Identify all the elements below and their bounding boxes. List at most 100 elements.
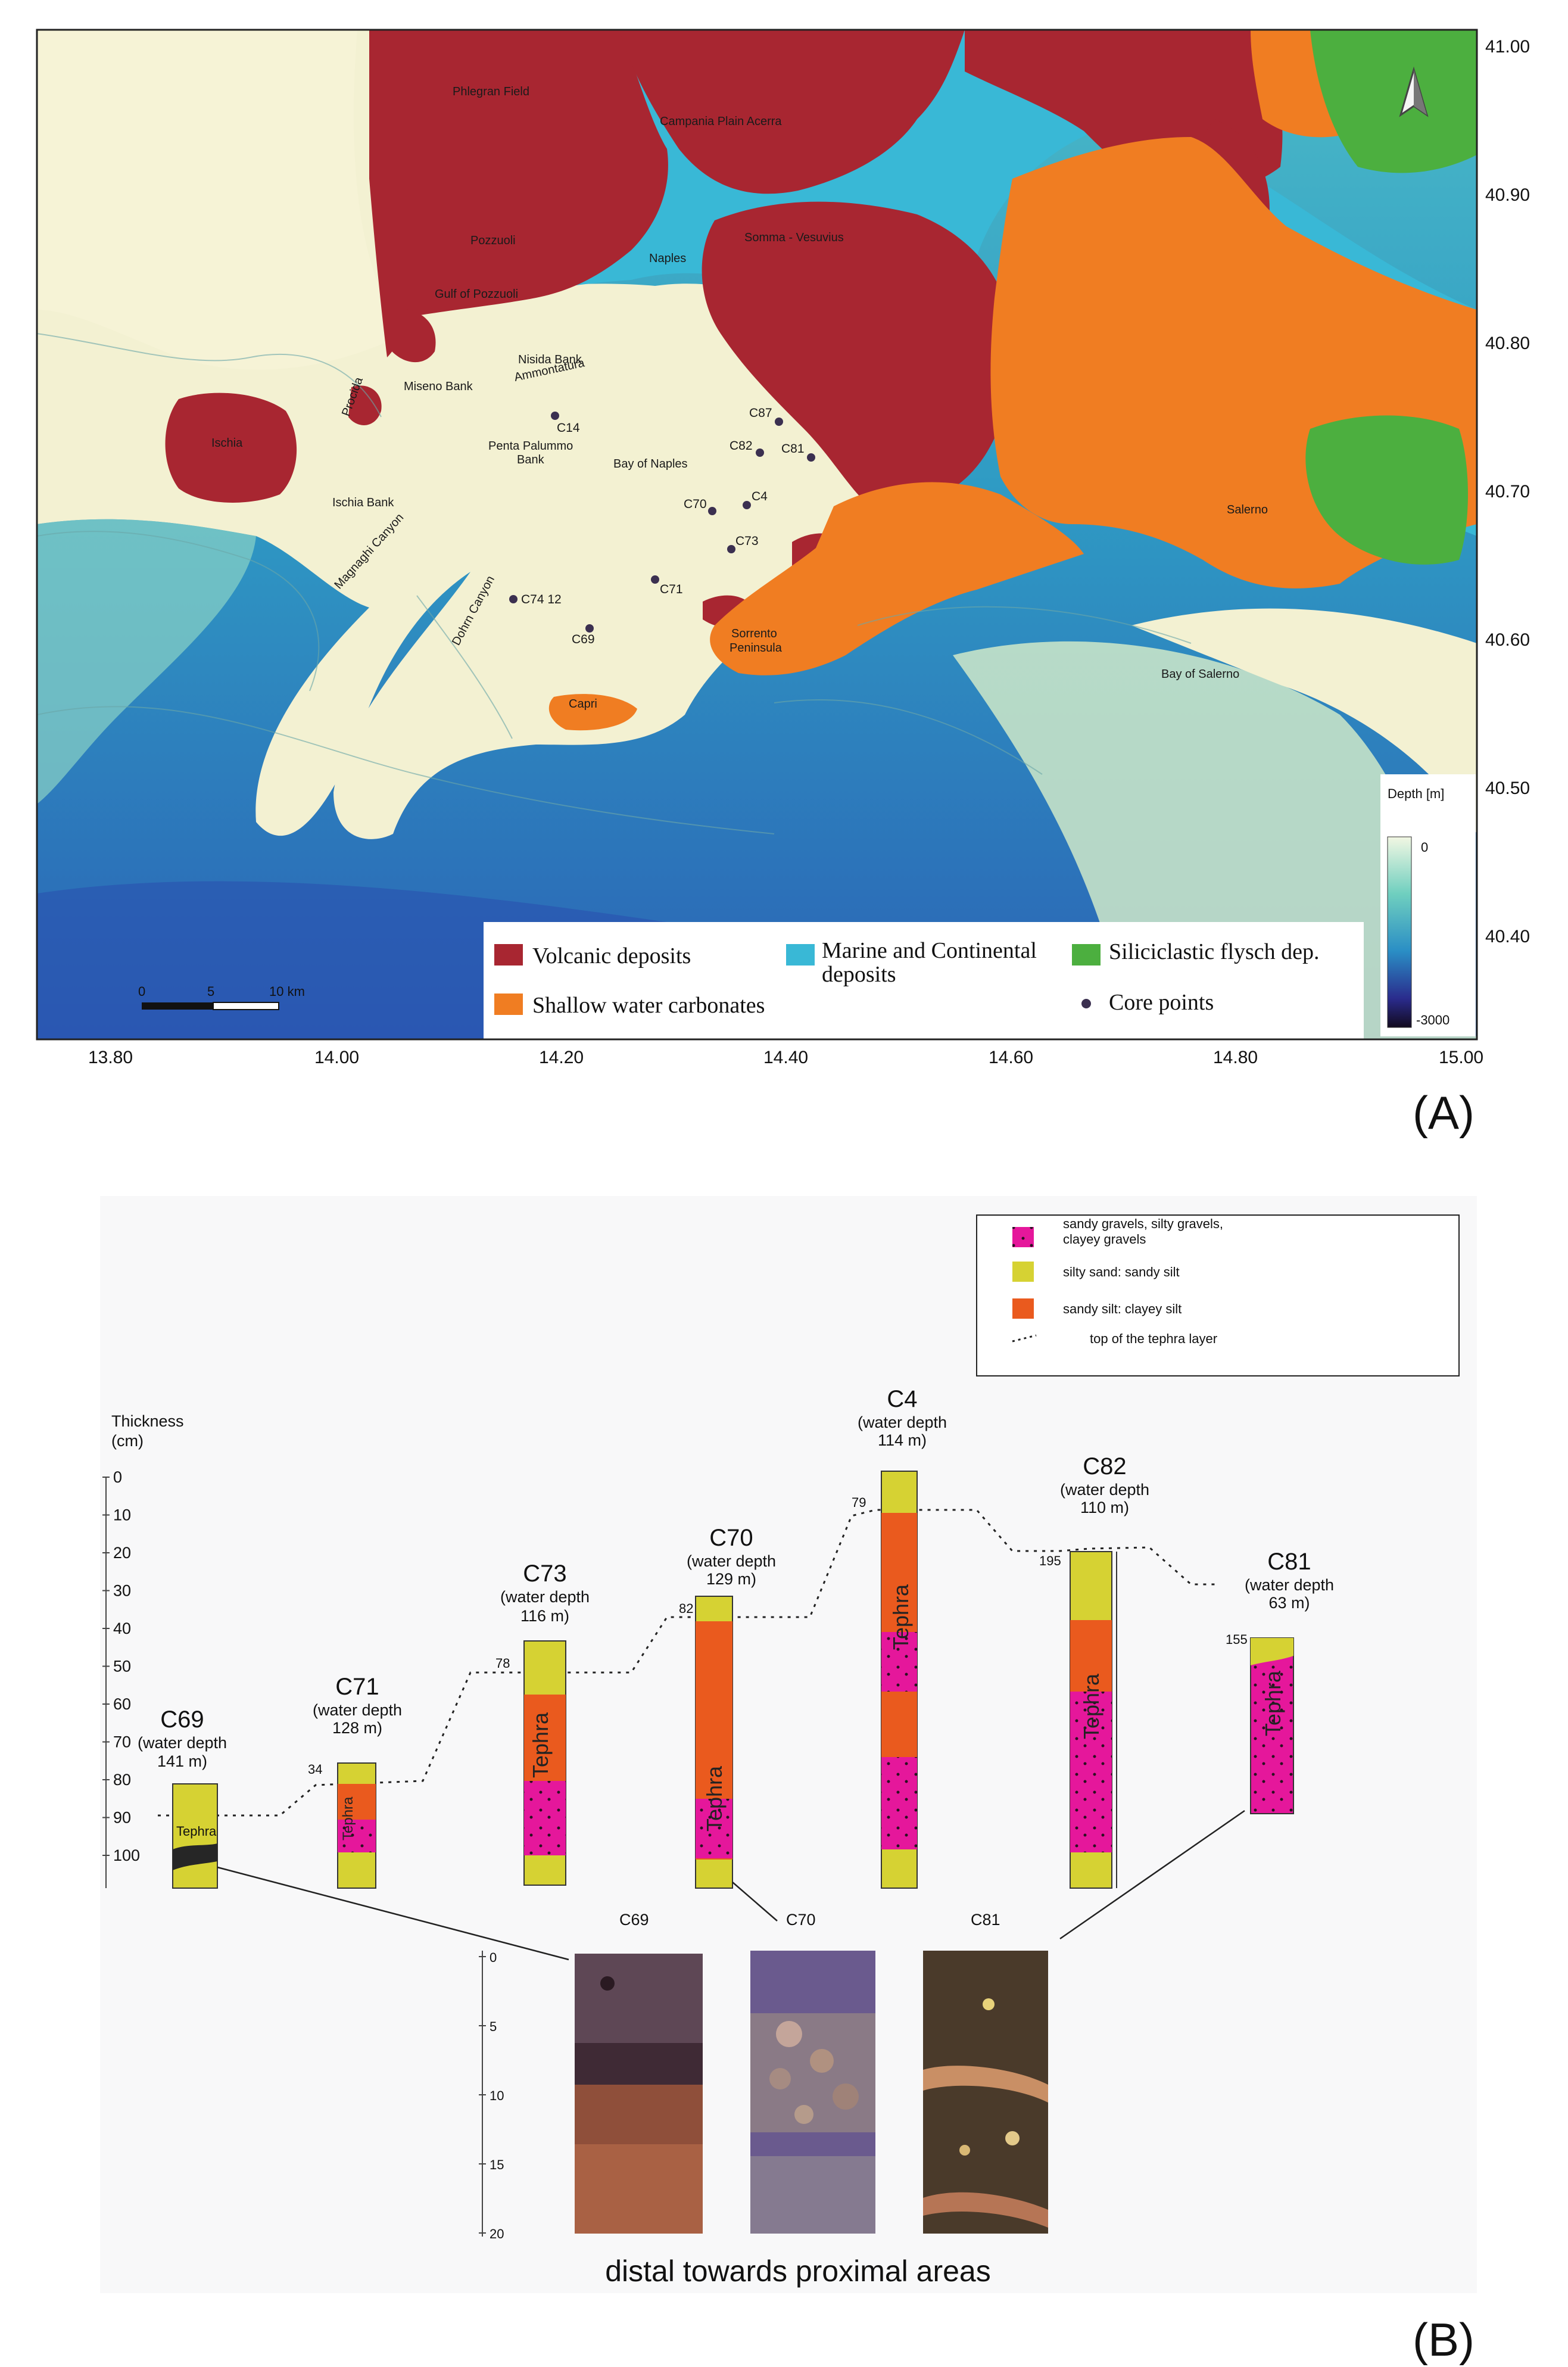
core-label-c82: C82 (730, 439, 753, 453)
logs-legend-box (976, 1214, 1460, 1376)
col-c73-name: C73 (523, 1561, 566, 1587)
depth-colorbar-title: Depth [m] (1388, 786, 1444, 801)
col-c4-tephra: Tephra (889, 1584, 913, 1650)
col-c69-depth2: 141 m) (157, 1752, 207, 1770)
core-column-c82: C82 (water depth 110 m) 195 Tephra (1039, 1453, 1149, 1889)
photo-tick-label: 0 (490, 1950, 497, 1965)
logs-legend-swatch-silt (1012, 1298, 1034, 1319)
col-c71-depth1: (water depth (313, 1701, 402, 1719)
volcanic-ischia (165, 393, 297, 503)
volcanic-somma-vesuvius (702, 201, 1012, 511)
x-tick-13-80: 13.80 (88, 1048, 133, 1067)
label-bay-salerno: Bay of Salerno (1161, 668, 1239, 681)
core-point-c70[interactable] (708, 507, 716, 515)
core-point-c71[interactable] (651, 575, 659, 584)
core-column-c69: C69 (water depth 141 m) Tephra (138, 1706, 227, 1889)
col-c69-tephra: Tephra (176, 1824, 217, 1839)
logs-legend-swatch-sand (1012, 1262, 1034, 1282)
logs-legend-sand: silty sand: sandy silt (1063, 1265, 1180, 1279)
photo-label-c70: C70 (786, 1911, 816, 1929)
label-gulf-pozzuoli: Gulf of Pozzuoli (435, 288, 518, 301)
label-salerno: Salerno (1227, 503, 1268, 516)
core-point-c87[interactable] (775, 418, 783, 426)
legend-swatch-marine (786, 944, 815, 966)
col-c81-top: 155 (1226, 1632, 1248, 1647)
col-c82-name: C82 (1083, 1453, 1126, 1480)
logs-panel: sandy gravels, silty gravels, clayey gra… (100, 1196, 1477, 2293)
label-ischia: Ischia (211, 437, 243, 450)
y-tick-41-00: 41.00 (1485, 37, 1530, 57)
legend-carbonates: Shallow water carbonates (532, 993, 765, 1018)
thickness-ticks: 0 10 20 30 40 50 60 70 80 90 100 (102, 1468, 140, 1864)
map-border (36, 29, 1478, 1041)
core-column-c73: C73 (water depth 116 m) 78 Tephra (495, 1561, 590, 1886)
col-c82-top: 195 (1039, 1553, 1061, 1568)
map-panel: Phlegran Field Campania Plain Acerra Som… (36, 29, 1530, 1067)
thickness-tick-label: 70 (113, 1733, 131, 1751)
core-point-c74-12[interactable] (509, 595, 518, 603)
core-label-c87: C87 (749, 406, 772, 420)
logs-legend-swatch-tephra (1012, 1334, 1037, 1343)
depth-colorbar-max: -3000 (1416, 1013, 1449, 1027)
core-label-c71: C71 (660, 583, 683, 596)
core-label-c70: C70 (684, 497, 707, 511)
col-c81-depth1: (water depth (1245, 1576, 1334, 1594)
label-penta2: Bank (517, 453, 545, 466)
photo-links (217, 1809, 1245, 1961)
col-c82-depth1: (water depth (1060, 1481, 1149, 1499)
col-c82-depth2: 110 m) (1080, 1499, 1129, 1516)
col-c70-depth2: 129 m) (706, 1570, 756, 1588)
label-sorrento1: Sorrento (731, 627, 777, 640)
thickness-axis: Thickness (cm) 0 10 20 30 40 50 60 70 80 90 100 (102, 1412, 184, 1888)
core-points: C87 C82 C81 C14 C4 C70 C73 C71 C74 12 C6… (509, 406, 815, 646)
core-label-c14: C14 (557, 421, 580, 435)
logs-legend-tephra: top of the tephra layer (1090, 1331, 1217, 1346)
scale-bar-mid: 5 (207, 984, 214, 999)
core-point-c81[interactable] (807, 453, 815, 462)
x-tick-14-40: 14.40 (763, 1048, 808, 1067)
col-c70-tephra: Tephra (702, 1765, 727, 1832)
core-photo-c81 (923, 1951, 1048, 2234)
core-point-c14[interactable] (551, 412, 559, 420)
thickness-tick-label: 40 (113, 1619, 131, 1637)
thickness-axis-title-2: (cm) (111, 1432, 144, 1450)
y-tick-40-60: 40.60 (1485, 630, 1530, 650)
legend-swatch-volcanic (494, 944, 523, 966)
col-c4-depth1: (water depth (858, 1413, 947, 1431)
label-campania: Campania Plain Acerra (660, 115, 782, 128)
core-point-c73[interactable] (727, 545, 735, 553)
col-c81-tephra: Tephra (1261, 1670, 1285, 1736)
photo-label-c81: C81 (971, 1911, 1000, 1929)
panel-label-b: (B) (1413, 2313, 1475, 2366)
photo-axis: 0 5 10 15 20 (479, 1950, 504, 2241)
y-axis: 41.00 40.90 40.80 40.70 40.60 40.50 40.4… (1485, 37, 1530, 946)
col-c71-depth2: 128 m) (332, 1719, 382, 1737)
col-c82-tephra: Tephra (1079, 1673, 1103, 1739)
contours (37, 333, 1192, 834)
x-tick-14-80: 14.80 (1213, 1048, 1258, 1067)
legend-flysch: Siliciclastic flysch dep. (1109, 939, 1320, 964)
core-point-c82[interactable] (756, 449, 764, 457)
flysch-east (1305, 415, 1468, 565)
shelf-shallow (37, 30, 405, 370)
north-arrow-icon (1399, 66, 1429, 117)
core-column-c70: C70 (water depth 129 m) 82 Tephra (679, 1525, 776, 1889)
core-point-c69[interactable] (585, 624, 594, 633)
map-legend: Volcanic deposits Marine and Continental… (484, 922, 1364, 1039)
core-point-c4[interactable] (743, 501, 751, 509)
col-c71-top: 34 (308, 1762, 322, 1777)
core-photo-c69 (575, 1954, 703, 2234)
carbonates-capri (548, 694, 637, 731)
label-capri: Capri (569, 697, 597, 711)
map-legend-box (484, 922, 1364, 1039)
core-column-c71: C71 (water depth 128 m) 34 Tephra (308, 1674, 402, 1889)
volcanic-pozzuoli (387, 309, 436, 363)
col-c73-top: 78 (495, 1656, 510, 1671)
col-c81-depth2: 63 m) (1268, 1594, 1310, 1612)
y-tick-40-70: 40.70 (1485, 482, 1530, 502)
legend-marine-2: deposits (822, 962, 896, 987)
thickness-tick-label: 30 (113, 1582, 131, 1600)
y-tick-40-50: 40.50 (1485, 778, 1530, 798)
photo-tick-label: 20 (490, 2226, 504, 2241)
